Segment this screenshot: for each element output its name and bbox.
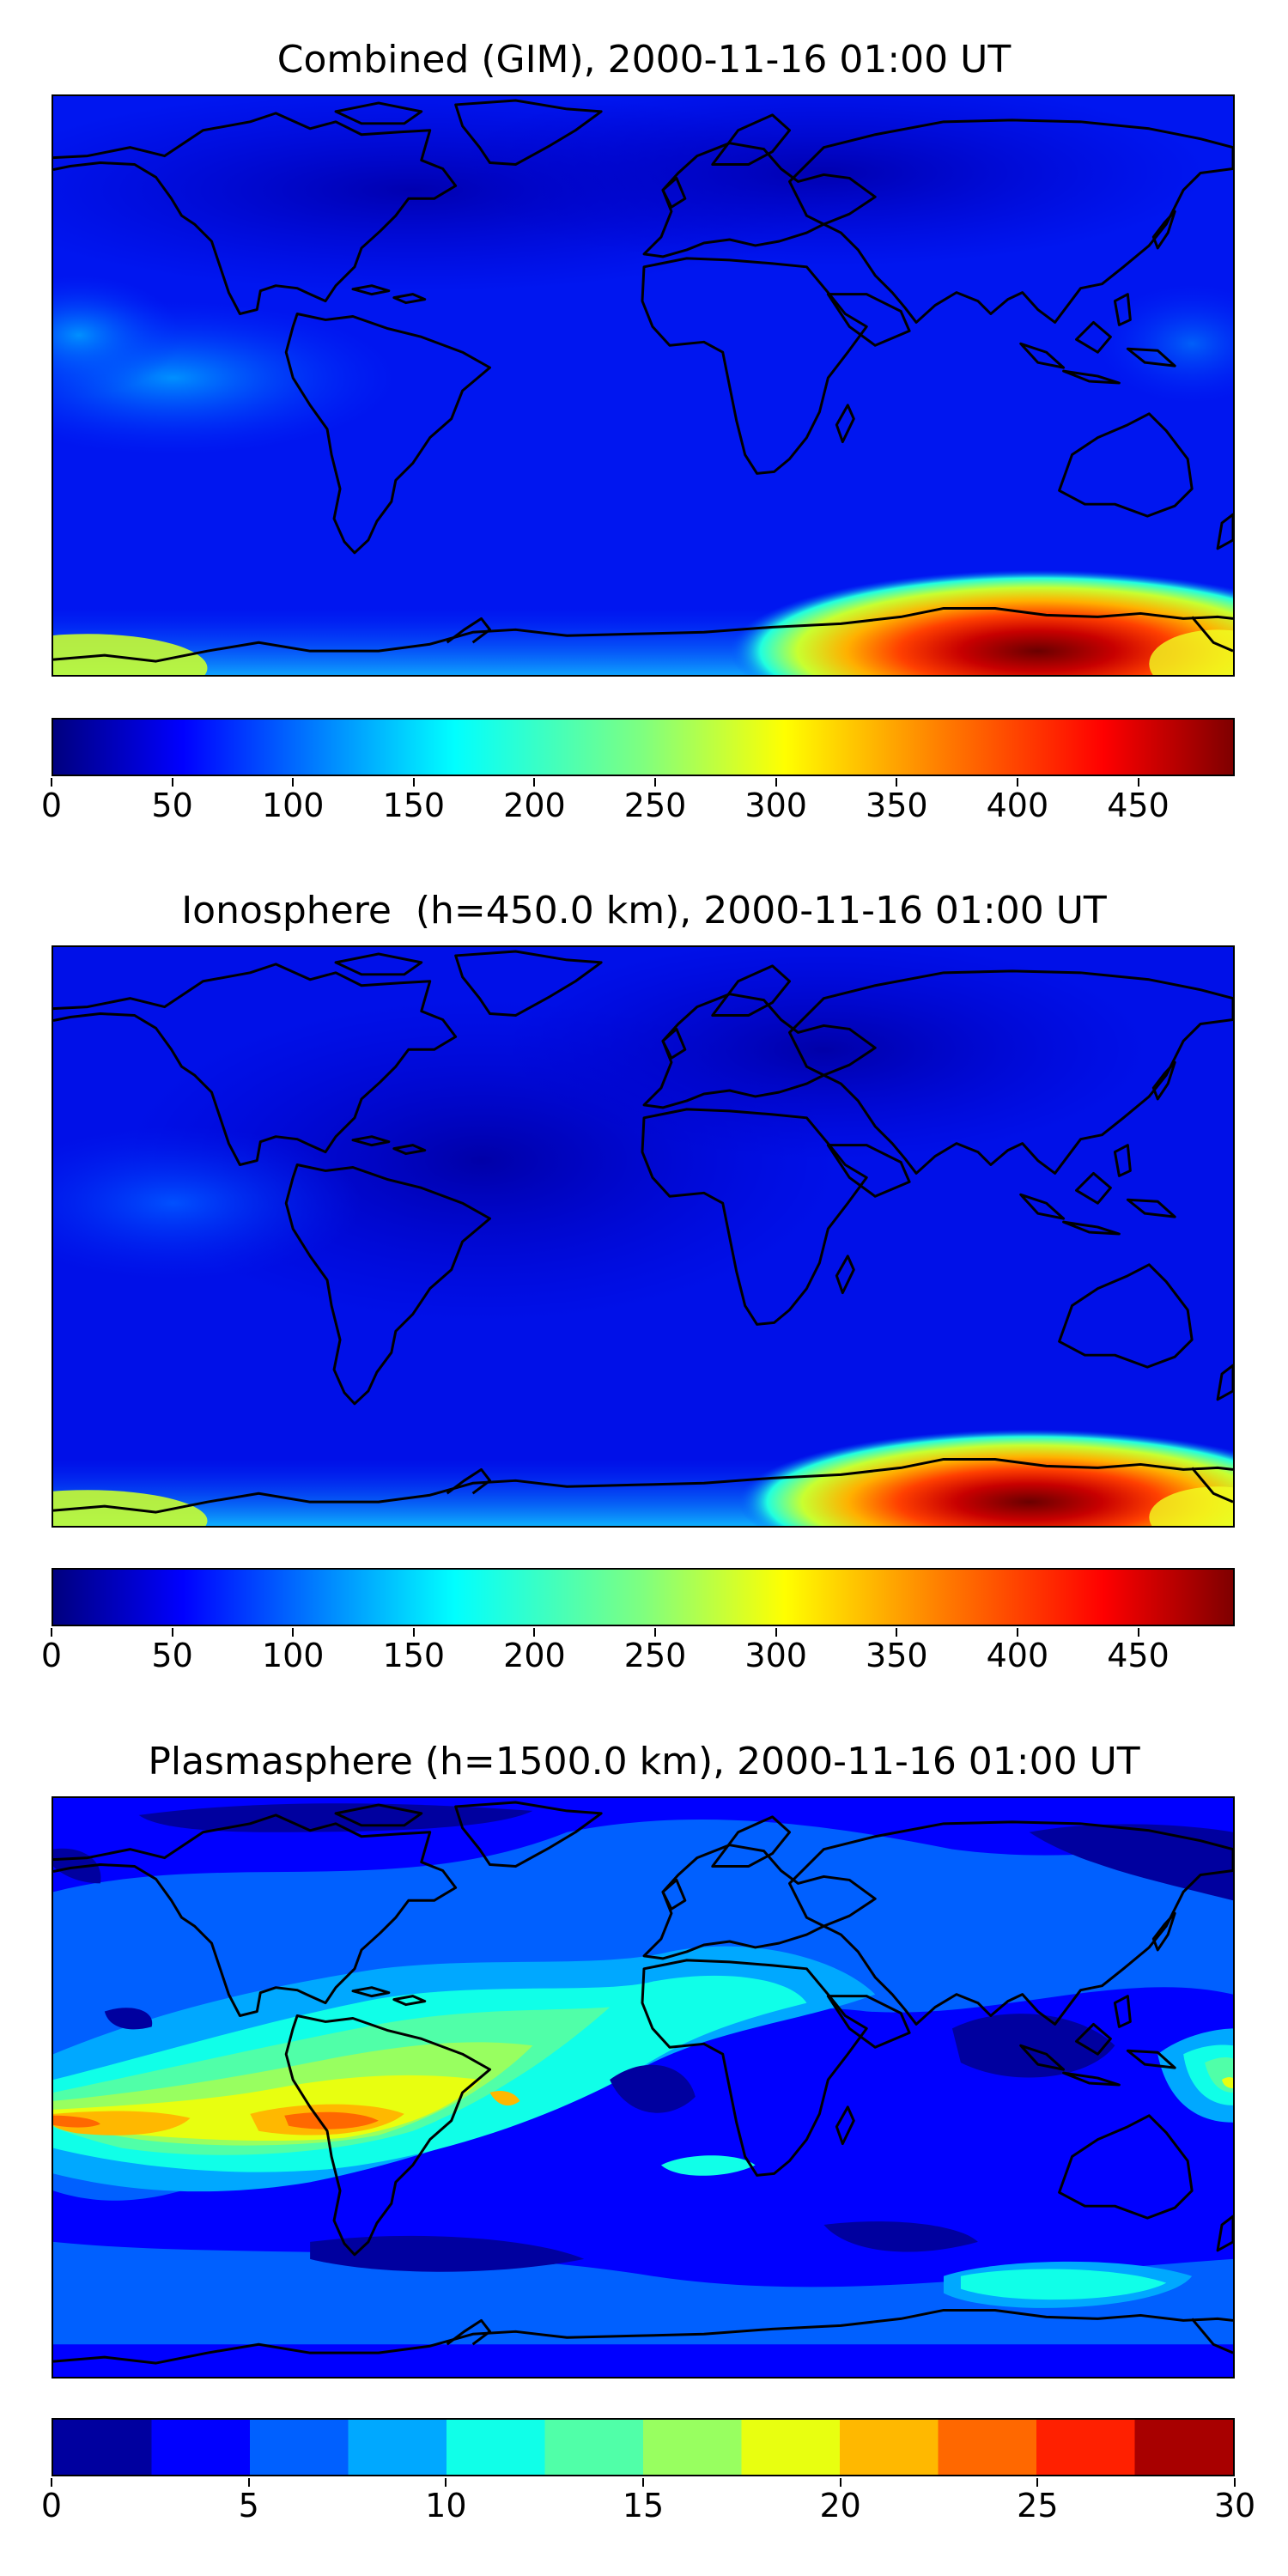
colorbar-bin [53,2420,154,2475]
colorbar-bin [938,2420,1039,2475]
colorbar-tick-label: 200 [503,1637,566,1674]
colorbar-tick-label: 400 [986,1637,1049,1674]
colorbar-tick-label: 400 [986,787,1049,824]
panel-3-colorbar-ticks: 0 5 10 15 20 25 30 [41,2478,1255,2530]
colorbar-tick-mark [412,1628,415,1637]
colorbar-tick-mark [171,1628,173,1637]
colorbar-tick-label: 100 [261,787,325,824]
colorbar-tick-label: 5 [238,2487,259,2524]
panel-2-colorbar-ticks: 0 50 100 150 200 250 300 350 400 450 [41,1628,1235,1680]
colorbar-tick-mark [654,778,657,787]
colorbar-tick-mark [642,2478,644,2487]
colorbar-tick-mark [533,1628,536,1637]
colorbar-tick-label: 25 [1017,2487,1059,2524]
colorbar-tick-label: 300 [744,1637,807,1674]
colorbar-tick-label: 10 [425,2487,467,2524]
colorbar-tick-label: 15 [622,2487,665,2524]
colorbar-tick-label: 300 [744,787,807,824]
colorbar-tick-label: 50 [151,787,193,824]
colorbar-tick-mark [247,2478,250,2487]
colorbar-tick-label: 0 [40,1637,63,1674]
colorbar-tick-label: 30 [1213,2487,1256,2524]
colorbar-tick-mark [896,778,898,787]
colorbar-bin [840,2420,940,2475]
colorbar-tick-mark [533,778,536,787]
panel-1-colorbar-ticks: 0 50 100 150 200 250 300 350 400 450 [41,778,1235,829]
colorbar-tick-label: 150 [382,787,446,824]
panel-1-title: Combined (GIM), 2000-11-16 01:00 UT [276,38,1012,82]
colorbar-tick-mark [445,2478,447,2487]
colorbar-tick-mark [1036,2478,1039,2487]
colorbar-tick-label: 0 [40,787,63,824]
colorbar-tick-mark [412,778,415,787]
colorbar-tick-mark [51,778,52,787]
colorbar-bin [348,2420,449,2475]
colorbar-tick-mark [896,1628,898,1637]
colorbar-bin [1134,2420,1236,2475]
colorbar-tick-label: 50 [151,1637,193,1674]
colorbar-tick-mark [1234,2478,1236,2487]
colorbar-tick-mark [839,2478,841,2487]
colorbar-tick-mark [775,778,777,787]
colorbar-tick-mark [292,1628,295,1637]
colorbar-tick-mark [51,2478,52,2487]
colorbar-tick-label: 250 [623,1637,687,1674]
colorbar-bin [544,2420,646,2475]
colorbar-tick-mark [1137,1628,1139,1637]
panel-2-title: Ionosphere (h=450.0 km), 2000-11-16 01:0… [181,889,1107,933]
colorbar-tick-mark [1016,1628,1018,1637]
panel-2-map [52,945,1235,1528]
colorbar-bin [447,2420,547,2475]
colorbar-tick-label: 200 [503,787,566,824]
colorbar-bin [151,2420,252,2475]
colorbar-tick-label: 350 [866,1637,928,1674]
panel-1-map [52,94,1235,677]
colorbar-tick-label: 150 [382,1637,446,1674]
colorbar-tick-label: 450 [1107,787,1170,824]
colorbar-tick-mark [1016,778,1018,787]
colorbar-bin [1036,2420,1137,2475]
colorbar-tick-mark [292,778,295,787]
colorbar-tick-label: 450 [1107,1637,1170,1674]
colorbar-tick-label: 0 [40,2487,63,2524]
colorbar-tick-mark [51,1628,52,1637]
colorbar-tick-mark [775,1628,777,1637]
colorbar-tick-label: 100 [261,1637,325,1674]
colorbar-bin [643,2420,744,2475]
colorbar-tick-label: 250 [623,787,687,824]
colorbar-tick-mark [654,1628,657,1637]
panel-1-colorbar [52,718,1235,776]
panel-3-colorbar [52,2418,1236,2476]
panel-3-title: Plasmasphere (h=1500.0 km), 2000-11-16 0… [148,1740,1140,1783]
colorbar-tick-mark [1137,778,1139,787]
colorbar-tick-mark [171,778,173,787]
colorbar-tick-label: 350 [866,787,928,824]
colorbar-bin [250,2420,350,2475]
colorbar-bin [741,2420,842,2475]
panel-3-map [52,1796,1235,2379]
panel-2-colorbar [52,1568,1235,1626]
colorbar-tick-label: 20 [819,2487,861,2524]
